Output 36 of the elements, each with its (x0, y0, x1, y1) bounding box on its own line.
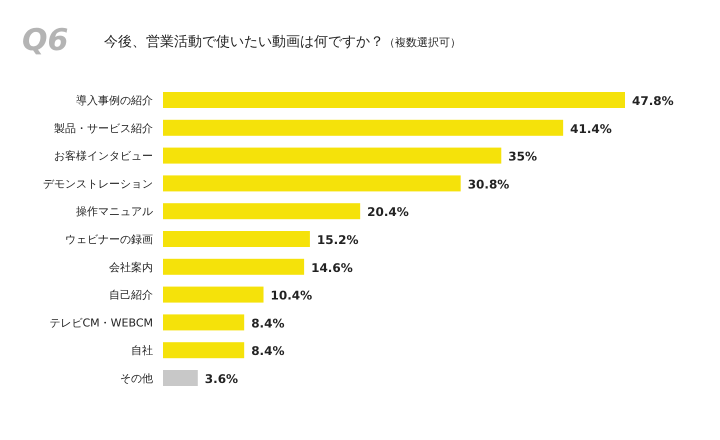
y-tick-label: 製品・サービス紹介 (54, 122, 153, 135)
bar (163, 314, 244, 330)
chart-subtitle: （複数選択可） (384, 36, 461, 49)
bar (163, 342, 244, 358)
bar (163, 92, 625, 108)
bar (163, 148, 502, 164)
y-tick-label: デモンストレーション (43, 177, 153, 190)
data-label: 30.8% (468, 177, 510, 192)
data-label: 20.4% (367, 205, 409, 220)
bar (163, 258, 304, 275)
bar (163, 120, 564, 136)
data-label: 8.4% (251, 344, 284, 358)
y-tick-label: 導入事例の紹介 (76, 94, 153, 107)
text: Q6 (22, 23, 68, 58)
data-label: 8.4% (251, 316, 284, 330)
y-tick-label: テレビCM・WEBCM (49, 316, 153, 330)
bar (163, 175, 461, 192)
data-label: 41.4% (570, 122, 612, 136)
data-label: 15.2% (316, 233, 359, 247)
y-tick-label: 自己紹介 (109, 288, 153, 302)
data-label: 35% (508, 150, 538, 164)
y-tick-label: 操作マニュアル (76, 205, 153, 218)
bar (163, 370, 198, 386)
y-tick-label: ウェビナーの録画 (65, 233, 153, 246)
data-label: 10.4% (270, 288, 312, 303)
chart-title: 今後、営業活動で使いたい動画は何ですか？ (104, 34, 384, 50)
y-tick-label: 自社 (131, 344, 153, 358)
data-label: 3.6% (204, 372, 238, 386)
data-label: 14.6% (311, 260, 353, 275)
data-label: 47.8% (632, 94, 674, 108)
bar (163, 203, 360, 220)
y-tick-label: その他 (120, 372, 153, 385)
bar (163, 286, 264, 303)
bar (163, 231, 310, 247)
y-tick-label: 会社案内 (109, 260, 153, 274)
y-tick-label: お客様インタビュー (54, 150, 153, 163)
